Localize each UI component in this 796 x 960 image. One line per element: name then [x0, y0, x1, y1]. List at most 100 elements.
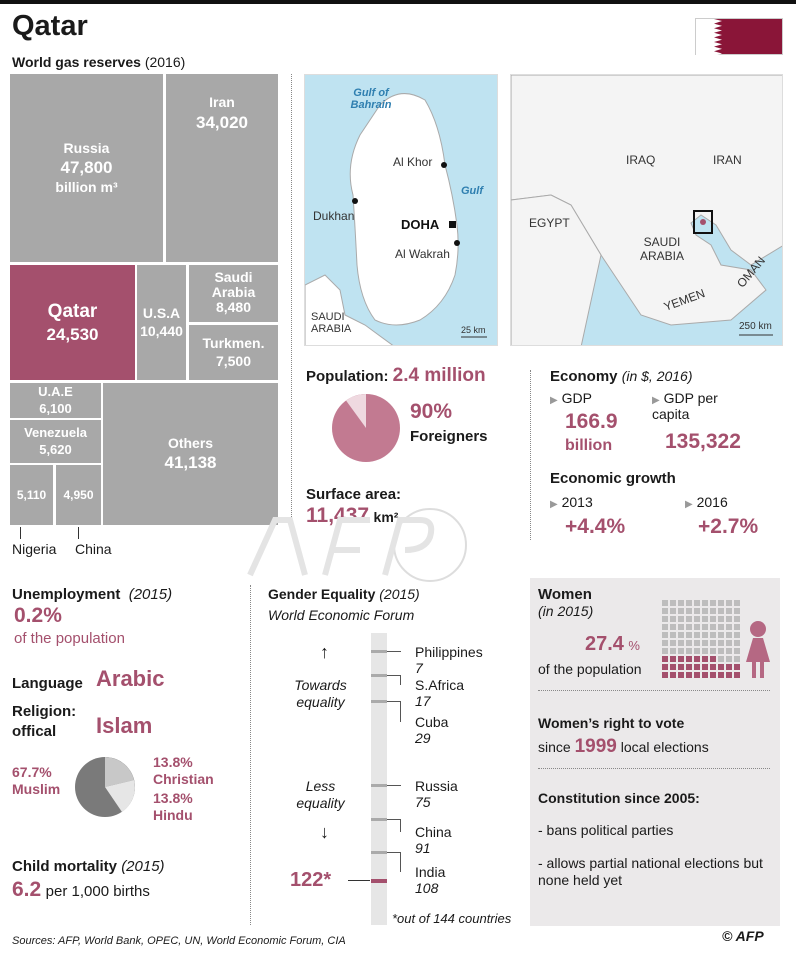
waffle-cell — [686, 648, 692, 654]
waffle-cell — [662, 624, 668, 630]
waffle-cell — [710, 648, 716, 654]
waffle-cell — [694, 624, 700, 630]
waffle-cell — [686, 672, 692, 678]
waffle-cell — [694, 672, 700, 678]
arrow-up-icon: ↑ — [320, 642, 329, 662]
waffle-cell — [694, 640, 700, 646]
waffle-cell — [686, 656, 692, 662]
constitution-item: - allows partial national elections but … — [538, 855, 763, 888]
treemap-cell-venezuela: Venezuela 5,620 — [10, 420, 101, 463]
gender-country-name: Cuba — [415, 714, 449, 730]
vote-info: since 1999 local elections — [538, 736, 709, 757]
women-desc: of the population — [538, 661, 642, 677]
leader-line — [387, 651, 401, 652]
divider — [538, 768, 770, 769]
religion-value: Islam — [96, 713, 153, 738]
waffle-cell — [726, 664, 732, 670]
waffle-cell — [670, 656, 676, 662]
growth-value-1: +4.4% — [565, 515, 626, 538]
waffle-cell — [726, 648, 732, 654]
qatar-rank: 122* — [290, 869, 332, 891]
arrow-down-icon: ↓ — [320, 822, 329, 842]
waffle-cell — [702, 600, 708, 606]
waffle-cell — [678, 600, 684, 606]
gender-country-rank: 75 — [415, 794, 431, 811]
population: Population: 2.4 million — [306, 365, 486, 386]
china-pointer — [78, 527, 79, 539]
waffle-cell — [670, 672, 676, 678]
waffle-cell — [670, 664, 676, 670]
child-mortality-value: 6.2 per 1,000 births — [12, 878, 150, 901]
map-label: DOHA — [401, 217, 440, 232]
map-label: IRAQ — [626, 153, 656, 167]
women-waffle — [662, 600, 742, 678]
hindu-label: 13.8% Hindu — [153, 790, 193, 823]
waffle-cell — [678, 664, 684, 670]
growth-year-1: ▶ 2013 — [550, 494, 593, 510]
waffle-cell — [718, 640, 724, 646]
waffle-cell — [670, 648, 676, 654]
gender-rank-mark — [371, 650, 387, 653]
gdppc-value: 135,322 — [665, 430, 741, 453]
gender-country: Philippines 7 — [415, 644, 483, 676]
woman-icon — [746, 621, 770, 678]
waffle-cell — [702, 656, 708, 662]
map-label: IRAN — [713, 153, 742, 167]
waffle-cell — [718, 608, 724, 614]
waffle-cell — [694, 600, 700, 606]
leader-line — [387, 852, 401, 872]
women-title: Women — [538, 586, 592, 603]
qatar-leader-line — [348, 880, 370, 881]
gender-country-rank: 108 — [415, 880, 439, 897]
religion-label: Religion: offical — [12, 703, 77, 740]
waffle-cell — [686, 632, 692, 638]
leader-line — [387, 675, 401, 685]
waffle-cell — [718, 600, 724, 606]
gender-country-name: Philippines — [415, 644, 483, 660]
waffle-cell — [718, 648, 724, 654]
sources: Sources: AFP, World Bank, OPEC, UN, Worl… — [12, 935, 346, 947]
gender-title: Gender Equality (2015) — [268, 586, 420, 602]
waffle-cell — [710, 672, 716, 678]
gender-source: World Economic Forum — [268, 607, 415, 623]
treemap-cell-russia: Russia 47,800 billion m³ — [10, 74, 163, 262]
waffle-cell — [718, 672, 724, 678]
treemap-cell-usa: U.S.A 10,440 — [137, 265, 186, 380]
qatar-map: Gulf of Bahrain Al Khor Gulf Dukhan DOHA… — [304, 74, 498, 346]
waffle-cell — [702, 616, 708, 622]
less-equality-label: Less equality — [296, 778, 345, 811]
waffle-cell — [702, 664, 708, 670]
gender-country-rank: 91 — [415, 840, 431, 857]
map-scale: 25 km — [461, 325, 486, 335]
towards-equality-label: Towards equality — [294, 677, 347, 710]
waffle-cell — [678, 640, 684, 646]
waffle-cell — [686, 664, 692, 670]
religion-pie — [75, 757, 135, 817]
waffle-cell — [726, 600, 732, 606]
waffle-cell — [726, 656, 732, 662]
divider — [538, 690, 770, 691]
divider — [291, 74, 292, 529]
triangle-icon: ▶ — [685, 499, 693, 510]
waffle-cell — [734, 616, 740, 622]
waffle-cell — [702, 632, 708, 638]
gender-country: Russia 75 — [415, 778, 458, 810]
treemap-cell-saudi: Saudi Arabia 8,480 — [189, 265, 278, 322]
gdp-label: ▶ GDP — [550, 390, 592, 406]
waffle-cell — [686, 640, 692, 646]
women-value: 27.4 % — [585, 633, 640, 655]
growth-value-2: +2.7% — [698, 515, 759, 538]
treemap-cell-iran: Iran 34,020 — [166, 74, 278, 262]
gdp-unit: billion — [565, 437, 613, 454]
waffle-cell — [678, 616, 684, 622]
christian-label: 13.8% Christian — [153, 754, 214, 787]
waffle-cell — [726, 616, 732, 622]
waffle-cell — [734, 672, 740, 678]
gender-country: S.Africa 17 — [415, 677, 464, 709]
gender-country-rank: 17 — [415, 693, 431, 710]
child-mortality-title: Child mortality (2015) — [12, 858, 165, 875]
gender-rank-mark — [371, 818, 387, 821]
waffle-cell — [726, 632, 732, 638]
waffle-cell — [694, 632, 700, 638]
unemployment-title: Unemployment (2015) — [12, 586, 173, 603]
